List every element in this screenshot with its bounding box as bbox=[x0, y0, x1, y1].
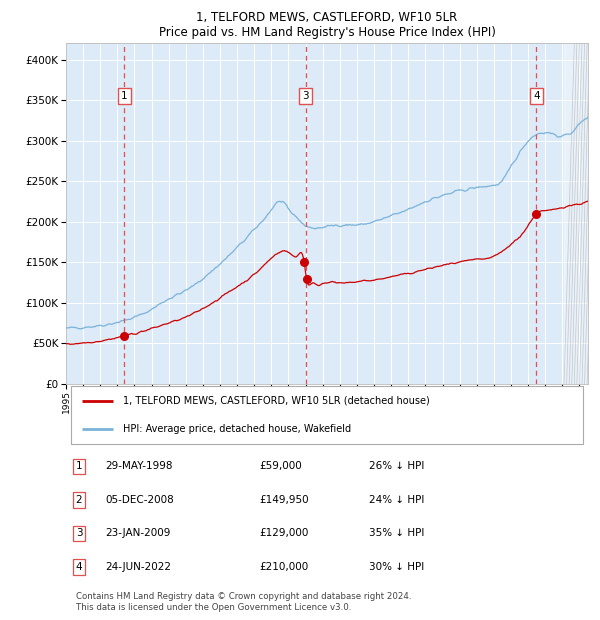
Text: HPI: Average price, detached house, Wakefield: HPI: Average price, detached house, Wake… bbox=[124, 425, 352, 435]
Text: 4: 4 bbox=[533, 91, 539, 101]
Text: 3: 3 bbox=[76, 528, 82, 538]
Title: 1, TELFORD MEWS, CASTLEFORD, WF10 5LR
Price paid vs. HM Land Registry's House Pr: 1, TELFORD MEWS, CASTLEFORD, WF10 5LR Pr… bbox=[158, 11, 496, 40]
Text: 23-JAN-2009: 23-JAN-2009 bbox=[105, 528, 170, 538]
Text: 24-JUN-2022: 24-JUN-2022 bbox=[105, 562, 171, 572]
Text: 4: 4 bbox=[76, 562, 82, 572]
Text: 26% ↓ HPI: 26% ↓ HPI bbox=[369, 461, 424, 471]
Text: 24% ↓ HPI: 24% ↓ HPI bbox=[369, 495, 424, 505]
Text: 30% ↓ HPI: 30% ↓ HPI bbox=[369, 562, 424, 572]
FancyBboxPatch shape bbox=[71, 386, 583, 444]
Text: 35% ↓ HPI: 35% ↓ HPI bbox=[369, 528, 424, 538]
Text: 05-DEC-2008: 05-DEC-2008 bbox=[105, 495, 174, 505]
Text: £129,000: £129,000 bbox=[259, 528, 308, 538]
Text: £59,000: £59,000 bbox=[259, 461, 302, 471]
Text: £149,950: £149,950 bbox=[259, 495, 309, 505]
Text: 1, TELFORD MEWS, CASTLEFORD, WF10 5LR (detached house): 1, TELFORD MEWS, CASTLEFORD, WF10 5LR (d… bbox=[124, 396, 430, 405]
Text: Contains HM Land Registry data © Crown copyright and database right 2024.
This d: Contains HM Land Registry data © Crown c… bbox=[76, 592, 412, 612]
Text: 1: 1 bbox=[76, 461, 82, 471]
Text: 2: 2 bbox=[76, 495, 82, 505]
Text: 3: 3 bbox=[302, 91, 309, 101]
Text: 1: 1 bbox=[121, 91, 128, 101]
Text: 29-MAY-1998: 29-MAY-1998 bbox=[105, 461, 173, 471]
Text: £210,000: £210,000 bbox=[259, 562, 308, 572]
